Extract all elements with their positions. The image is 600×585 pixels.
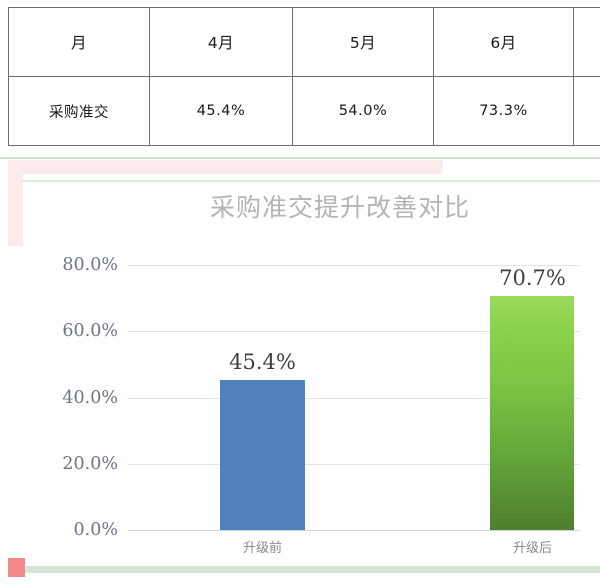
gridline-80 xyxy=(128,265,580,266)
decorative-pink-wedge xyxy=(420,160,444,174)
gridline-40 xyxy=(128,397,580,399)
x-axis-category-label-after: 升级后 xyxy=(512,541,552,556)
gridline-20 xyxy=(128,463,580,465)
table-cell-apr-value: 45.4% xyxy=(149,76,293,146)
y-axis-tick-label-80: 80.0% xyxy=(62,255,118,275)
chart-panel: 采购准交提升改善对比 80.0% 60.0% 40.0% 20.0% 0.0% … xyxy=(0,157,600,585)
bar-value-label-before: 45.4% xyxy=(229,349,296,374)
chart-title: 采购准交提升改善对比 xyxy=(209,193,470,222)
table-header-cell-metric: 月 xyxy=(8,7,150,77)
decorative-footer-marker xyxy=(8,558,25,577)
table-cell-may-value: 54.0% xyxy=(292,76,434,146)
monthly-metrics-table: 月 4月 5月 6月 采购准交 45.4% 54.0% 73.3% xyxy=(8,7,600,146)
table-cell-metric-name: 采购准交 xyxy=(8,76,150,146)
decorative-footer-rule xyxy=(8,566,600,573)
y-axis-tick-label-40: 40.0% xyxy=(62,387,118,408)
table-header-cell-jun: 6月 xyxy=(433,7,574,77)
table-cell-jun-value: 73.3% xyxy=(433,76,574,146)
bar-after-upgrade[interactable] xyxy=(490,295,574,530)
decorative-rule-inner xyxy=(22,180,600,182)
bar-value-label-after: 70.7% xyxy=(499,265,566,290)
decorative-pink-band-vertical xyxy=(8,160,23,246)
gridline-0-baseline xyxy=(128,530,580,531)
x-axis-category-label-before: 升级前 xyxy=(242,541,282,556)
y-axis-tick-label-0: 0.0% xyxy=(73,520,118,540)
table-header-cell-apr: 4月 xyxy=(149,7,293,77)
y-axis-tick-label-20: 20.0% xyxy=(62,453,118,474)
table-cell-overflow xyxy=(573,76,600,146)
gridline-60 xyxy=(128,331,580,333)
decorative-rule-top xyxy=(0,157,600,159)
table-row: 采购准交 45.4% 54.0% 73.3% xyxy=(8,76,600,146)
table-header-row: 月 4月 5月 6月 xyxy=(8,7,600,77)
table-header-cell-overflow xyxy=(573,7,600,77)
decorative-pink-band-horizontal xyxy=(8,160,443,174)
table-header-cell-may: 5月 xyxy=(292,7,434,77)
chart-plot-area: 80.0% 60.0% 40.0% 20.0% 0.0% 45.4% 70.7%… xyxy=(62,255,580,556)
y-axis-tick-label-60: 60.0% xyxy=(62,321,118,342)
bar-before-upgrade[interactable] xyxy=(220,379,305,530)
